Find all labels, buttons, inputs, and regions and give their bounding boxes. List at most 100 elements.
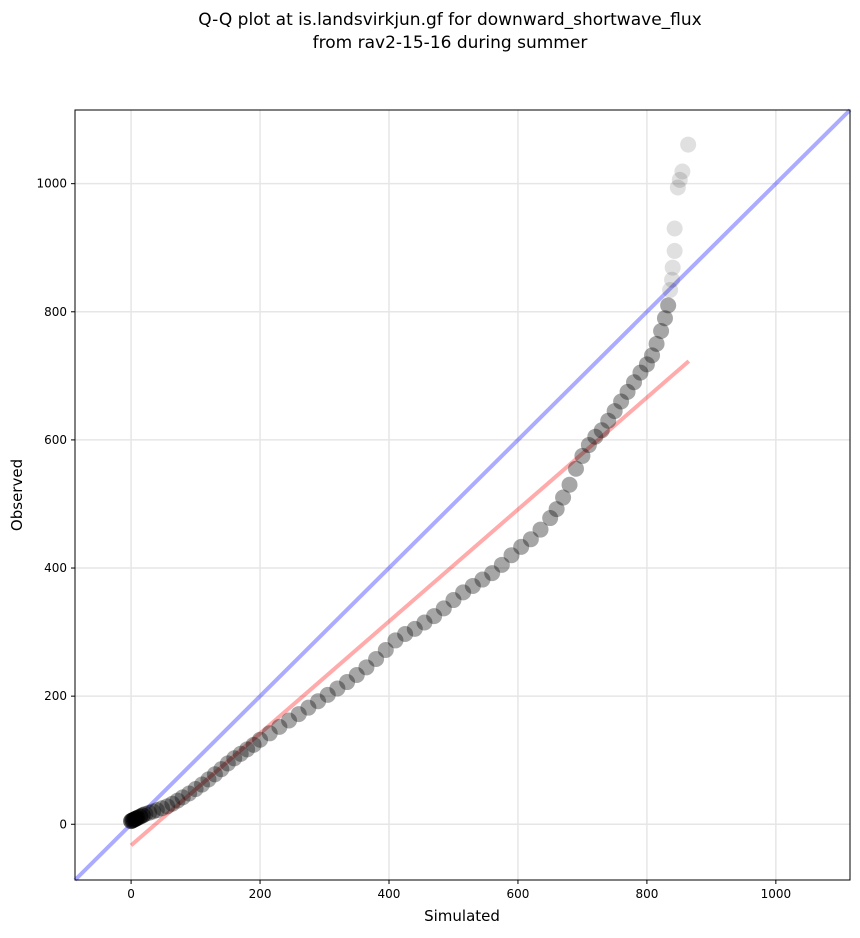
data-point	[660, 297, 677, 314]
data-point	[662, 282, 679, 299]
data-point	[666, 220, 683, 237]
data-point	[300, 699, 317, 716]
data-point	[348, 667, 365, 684]
data-point	[252, 731, 269, 748]
data-point	[187, 781, 204, 798]
data-point	[626, 374, 643, 391]
y-tick-label: 600	[44, 433, 67, 447]
data-point	[145, 803, 162, 820]
data-point	[148, 802, 165, 819]
chart-title-line1: Q-Q plot at is.landsvirkjun.gf for downw…	[198, 10, 701, 30]
data-point	[159, 798, 176, 815]
data-point	[358, 659, 375, 676]
data-point	[455, 584, 472, 601]
data-point	[619, 383, 636, 400]
data-point	[281, 712, 298, 729]
data-point	[339, 674, 356, 691]
data-point	[613, 393, 630, 410]
data-point	[219, 755, 236, 772]
data-point	[329, 680, 346, 697]
data-point	[669, 179, 686, 196]
y-tick-label: 0	[59, 817, 67, 831]
y-tick-label: 200	[44, 689, 67, 703]
data-point	[493, 556, 510, 573]
data-point	[271, 718, 288, 735]
plot-frame	[74, 109, 851, 881]
data-point	[319, 686, 336, 703]
data-point	[406, 620, 423, 637]
data-point	[680, 136, 697, 153]
data-point	[134, 807, 151, 824]
data-point	[245, 736, 262, 753]
data-point	[445, 592, 462, 609]
data-point	[555, 489, 572, 506]
x-tick-label: 600	[506, 887, 529, 901]
x-tick-label: 400	[378, 887, 401, 901]
data-point	[606, 403, 623, 420]
data-point	[671, 171, 688, 188]
data-point	[522, 531, 539, 548]
data-point	[574, 447, 591, 464]
data-point	[397, 626, 414, 643]
data-point	[426, 608, 443, 625]
data-point	[638, 356, 655, 373]
data-point	[600, 412, 617, 429]
data-point	[484, 565, 501, 582]
data-point	[542, 510, 559, 527]
data-point	[561, 476, 578, 493]
data-point	[387, 632, 404, 649]
data-point	[656, 310, 673, 327]
data-point	[174, 789, 191, 806]
x-axis-label: Simulated	[424, 907, 500, 925]
data-point	[416, 614, 433, 631]
data-point	[239, 741, 256, 758]
data-point	[587, 428, 604, 445]
x-tick-label: 200	[249, 887, 272, 901]
data-point	[567, 460, 584, 477]
data-point	[169, 792, 186, 809]
x-tick-label: 800	[635, 887, 658, 901]
y-tick-label: 400	[44, 561, 67, 575]
fit-line	[129, 359, 691, 847]
data-point	[368, 650, 385, 667]
data-point	[154, 800, 171, 817]
y-tick-label: 1000	[36, 177, 67, 191]
data-point	[532, 521, 549, 538]
data-point	[377, 642, 394, 659]
data-point	[503, 547, 520, 564]
data-point	[194, 776, 211, 793]
data-point	[664, 259, 681, 276]
x-tick-label: 1000	[761, 887, 792, 901]
data-point	[164, 795, 181, 812]
y-tick-label: 800	[44, 305, 67, 319]
data-point	[548, 501, 565, 518]
data-point	[593, 422, 610, 439]
data-point	[653, 323, 670, 340]
data-point	[137, 806, 154, 823]
data-point	[674, 163, 691, 180]
data-point	[648, 335, 665, 352]
data-point	[290, 706, 307, 723]
data-point	[435, 600, 452, 617]
data-point	[464, 577, 481, 594]
data-point	[580, 437, 597, 454]
data-point	[226, 750, 243, 767]
data-point	[232, 745, 249, 762]
chart-title-line2: from rav2-15-16 during summer	[313, 33, 588, 53]
data-point	[310, 693, 327, 710]
data-point	[213, 761, 230, 778]
data-point	[664, 271, 681, 288]
data-point	[261, 725, 278, 742]
data-point	[141, 804, 158, 821]
data-point	[666, 242, 683, 259]
x-tick-label: 0	[127, 887, 135, 901]
data-point	[181, 785, 198, 802]
y-axis-label: Observed	[8, 459, 26, 531]
data-point	[513, 538, 530, 555]
data-point	[632, 364, 649, 381]
data-point	[200, 771, 217, 788]
data-point	[474, 571, 491, 588]
data-point	[206, 766, 223, 783]
